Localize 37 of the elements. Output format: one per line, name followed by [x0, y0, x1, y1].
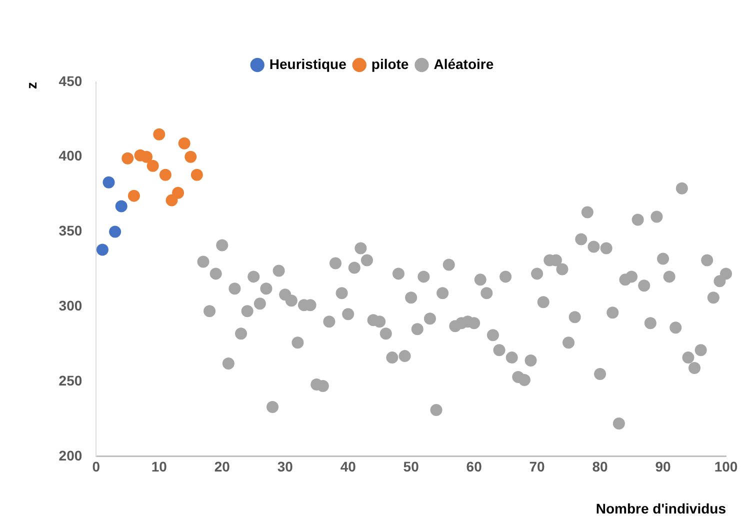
y-tick-label: 350: [58, 222, 82, 239]
x-tick-label: 30: [277, 458, 294, 475]
x-tick-label: 70: [529, 458, 546, 475]
y-tick-label: 450: [58, 72, 82, 89]
x-tick-label: 90: [655, 458, 672, 475]
x-tick-label: 100: [714, 458, 738, 475]
x-tick-label: 80: [592, 458, 608, 475]
y-tick-label: 300: [58, 298, 82, 314]
point: [190, 168, 203, 181]
y-tick-label: 250: [58, 372, 82, 388]
y-axis-title: z: [23, 82, 40, 89]
point: [102, 176, 115, 188]
x-tick-label: 10: [151, 458, 168, 475]
point: [178, 137, 190, 150]
point: [159, 168, 172, 181]
point: [172, 186, 184, 199]
point: [146, 160, 159, 172]
point: [140, 150, 153, 163]
y-tick-label: 400: [58, 148, 82, 164]
legend-label: Heuristique: [269, 56, 347, 72]
point: [115, 200, 128, 212]
x-tick-label: 50: [403, 458, 420, 475]
point: [96, 244, 108, 256]
x-axis-title: Nombre d'individus: [596, 500, 726, 516]
x-tick-label: 20: [214, 458, 230, 475]
legend-label: Aléatoire: [434, 56, 494, 72]
x-tick-label: 60: [466, 458, 482, 475]
point: [166, 194, 178, 206]
point: [109, 226, 122, 238]
point: [122, 152, 134, 164]
x-tick-label: 40: [340, 458, 356, 475]
y-tick-label: 200: [58, 447, 82, 464]
point: [184, 150, 197, 163]
x-tick-label: 0: [92, 458, 100, 475]
legend-label: pilote: [371, 56, 409, 72]
point: [128, 190, 140, 202]
point: [153, 128, 166, 140]
